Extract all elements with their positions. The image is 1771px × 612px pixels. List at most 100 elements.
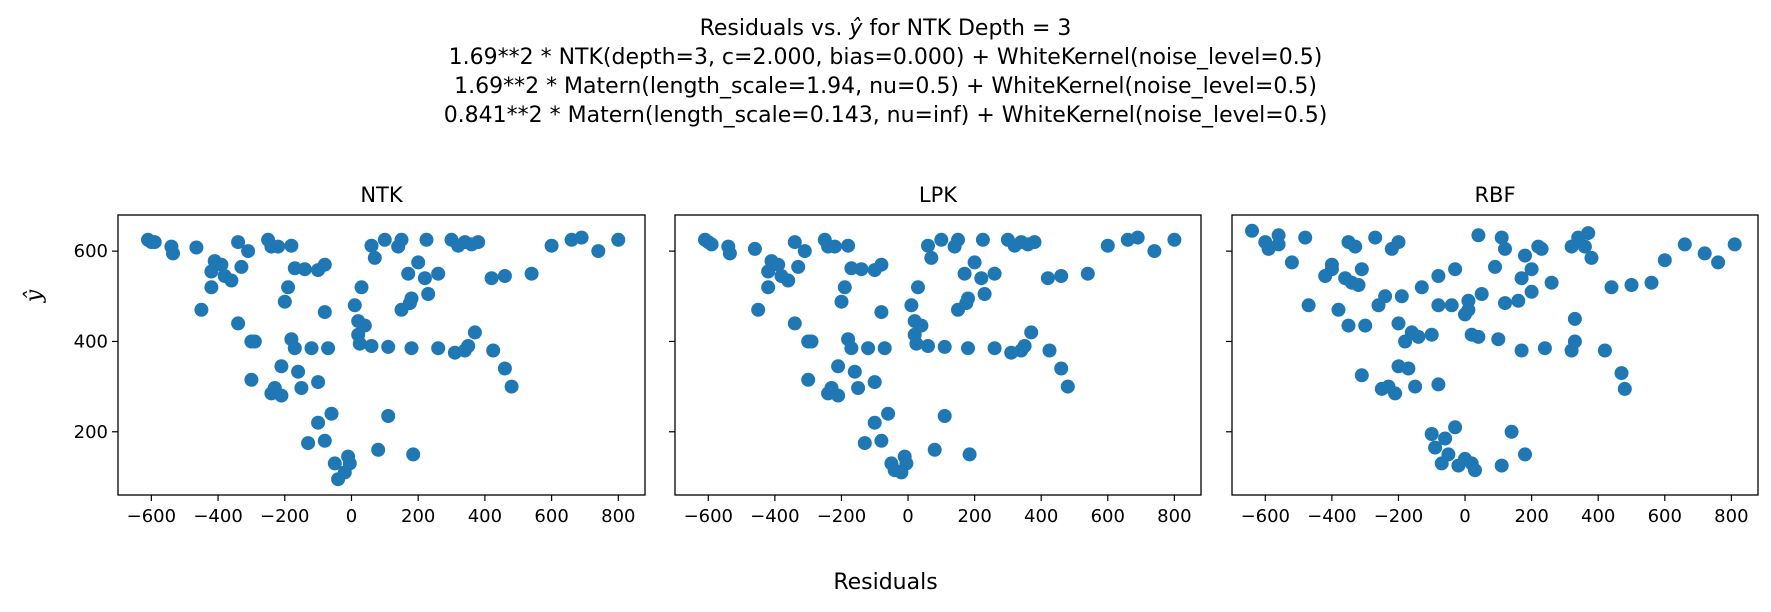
x-tick-label: 0 [1459,506,1470,527]
data-point [471,235,486,250]
data-point [1017,339,1032,353]
data-point [231,316,246,331]
data-point [874,433,889,448]
data-point [874,257,889,272]
data-point [1577,239,1592,254]
data-point [747,241,762,256]
data-point [1504,424,1519,439]
x-tick-label: 0 [902,506,913,527]
data-point [921,339,935,353]
data-point [831,388,846,403]
data-point [342,456,357,471]
data-point [771,257,786,272]
axes-frame [674,214,1202,496]
data-point [1341,318,1356,333]
data-point [1494,458,1509,473]
panel-lpk: LPK −600 −400 −200 0 200 400 600 800 [669,183,1202,527]
data-point [987,341,1002,356]
data-point [962,447,977,462]
data-point [1411,329,1426,344]
data-point [1514,271,1529,286]
data-point [937,409,952,423]
data-point [961,291,975,306]
data-point [1584,250,1599,265]
data-point [371,442,386,457]
data-point [321,341,336,356]
data-point [834,294,849,309]
data-point [1567,334,1582,349]
data-point [431,266,446,281]
data-point [1498,296,1512,311]
data-point [1431,377,1446,392]
data-point [801,372,816,387]
data-point [1544,275,1559,290]
data-point [467,325,482,340]
data-point [1518,248,1532,263]
data-point [1518,447,1532,462]
data-point [1524,284,1539,299]
data-point [977,287,992,301]
data-point [406,447,421,462]
panel-title: LPK [919,183,958,207]
data-point [166,246,180,261]
x-tick-label: 800 [1714,506,1748,527]
data-point [1727,237,1742,252]
x-tick-label: 400 [1581,506,1615,527]
data-point [411,255,426,270]
data-point [761,280,776,295]
data-point [1448,420,1463,435]
data-point [1428,440,1443,455]
data-point [787,316,802,331]
data-point [574,230,589,245]
data-point [861,341,876,356]
data-point [1331,302,1346,317]
data-point [1391,316,1406,331]
data-point [486,343,501,358]
data-point [874,305,889,320]
data-point [404,341,419,356]
data-point [921,238,935,253]
data-point [311,415,326,430]
x-tick-label: 600 [1648,506,1682,527]
x-tick-label: −600 [127,506,176,527]
data-point [1534,241,1549,256]
data-point [974,271,989,286]
data-point [847,364,862,379]
data-point [1491,332,1506,347]
data-point [911,280,925,295]
data-point [419,232,434,247]
y-tick-label: 400 [74,331,108,352]
data-point [791,259,806,274]
data-point [1514,343,1529,358]
data-point [294,381,309,395]
data-point [324,406,339,421]
data-point [1245,223,1259,238]
x-tick-label: 200 [957,506,991,527]
data-point [1471,228,1486,243]
data-point [484,271,499,286]
data-point [1394,289,1409,304]
data-point [277,294,292,309]
data-point [1614,366,1629,381]
figure-title-line-2: 1.69**2 * NTK(depth=3, c=2.000, bias=0.0… [448,45,1323,70]
data-point [837,280,852,295]
data-point [1027,235,1042,250]
data-point [204,280,219,295]
x-tick-label: −200 [260,506,309,527]
x-tick-label: −400 [750,506,799,527]
data-point [967,255,982,270]
data-point [877,341,892,356]
y-tick-label: 600 [74,241,108,262]
x-tick-label: 600 [534,506,568,527]
figure-title-line-1: Residuals vs. ŷ for NTK Depth = 3 [699,16,1072,41]
data-point [904,298,919,313]
data-point [1444,298,1459,313]
data-point [544,238,559,253]
x-tick-label: 400 [468,506,502,527]
x-tick-label: 800 [1157,506,1191,527]
data-point [497,269,512,283]
data-point [1040,271,1055,286]
panel-title: NTK [360,183,404,207]
data-point [1697,246,1712,261]
data-point [1494,230,1509,245]
